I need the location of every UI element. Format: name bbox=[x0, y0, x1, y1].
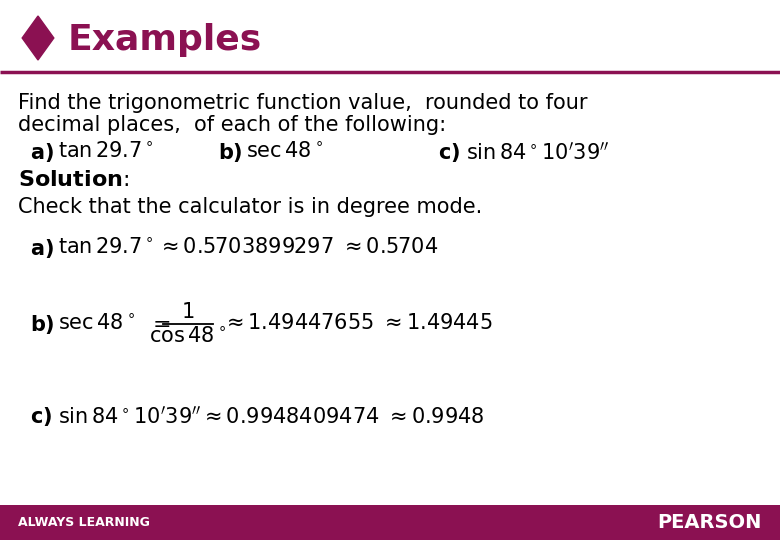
Text: $1$: $1$ bbox=[181, 302, 195, 322]
Text: Examples: Examples bbox=[68, 23, 262, 57]
Text: $\tan 29.7^\circ$: $\tan 29.7^\circ$ bbox=[58, 141, 154, 161]
Text: $\sin 84^\circ 10' 39'' \approx 0.9948409474 \ \approx 0.9948$: $\sin 84^\circ 10' 39'' \approx 0.994840… bbox=[58, 405, 484, 427]
Text: Check that the calculator is in degree mode.: Check that the calculator is in degree m… bbox=[18, 197, 482, 217]
Text: PEARSON: PEARSON bbox=[658, 512, 762, 531]
Text: $\mathbf{c)}$: $\mathbf{c)}$ bbox=[438, 141, 460, 164]
Text: $\sin 84^\circ 10' 39''$: $\sin 84^\circ 10' 39''$ bbox=[466, 141, 609, 163]
Text: $\sec 48^\circ$: $\sec 48^\circ$ bbox=[246, 141, 323, 161]
Polygon shape bbox=[22, 16, 54, 60]
Text: Find the trigonometric function value,  rounded to four: Find the trigonometric function value, r… bbox=[18, 93, 587, 113]
Text: $=$: $=$ bbox=[148, 313, 171, 333]
Text: $\mathbf{b)}$: $\mathbf{b)}$ bbox=[218, 141, 243, 164]
Text: $\mathbf{a)}$: $\mathbf{a)}$ bbox=[30, 237, 54, 260]
Bar bbox=[0, 505, 780, 540]
Text: $\approx 1.49447655 \ \approx 1.49445$: $\approx 1.49447655 \ \approx 1.49445$ bbox=[222, 313, 493, 333]
Text: $\mathbf{c)}$: $\mathbf{c)}$ bbox=[30, 405, 52, 428]
Text: $\cos 48^\circ$: $\cos 48^\circ$ bbox=[150, 326, 226, 346]
Text: $\mathbf{Solution}$:: $\mathbf{Solution}$: bbox=[18, 170, 129, 190]
Text: ALWAYS LEARNING: ALWAYS LEARNING bbox=[18, 516, 150, 529]
Text: decimal places,  of each of the following:: decimal places, of each of the following… bbox=[18, 115, 446, 135]
Text: $\tan 29.7^\circ \approx 0.5703899297 \ \approx 0.5704$: $\tan 29.7^\circ \approx 0.5703899297 \ … bbox=[58, 237, 438, 257]
Text: $\mathbf{b)}$: $\mathbf{b)}$ bbox=[30, 313, 55, 336]
Text: $\sec 48^\circ$: $\sec 48^\circ$ bbox=[58, 313, 135, 333]
Text: $\mathbf{a)}$: $\mathbf{a)}$ bbox=[30, 141, 54, 164]
